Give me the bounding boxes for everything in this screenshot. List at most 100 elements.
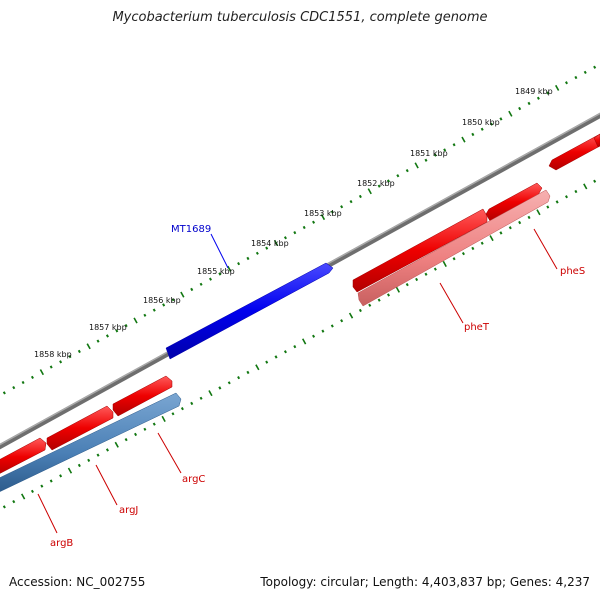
gene-label-mt1689: MT1689 (171, 224, 211, 235)
minor-tick (424, 158, 428, 162)
minor-tick (105, 448, 109, 452)
minor-tick (77, 463, 81, 468)
label-leader-phes (533, 228, 558, 270)
accession-label: Accession: NC_002755 (9, 575, 146, 589)
minor-tick (293, 345, 297, 349)
gene-label-argj: argJ (119, 505, 138, 516)
minor-tick (255, 251, 259, 255)
minor-tick (199, 396, 203, 400)
gene-phet-pale[interactable] (357, 189, 551, 307)
minor-tick (387, 293, 390, 297)
label-leader-phet (439, 282, 464, 324)
minor-tick (12, 500, 16, 504)
minor-tick (321, 329, 325, 333)
minor-tick (96, 339, 100, 343)
minor-tick (40, 484, 44, 488)
major-tick (442, 260, 447, 267)
label-leader-argc (157, 432, 182, 474)
label-leader-mt1689 (210, 233, 229, 269)
minor-tick (415, 277, 419, 282)
minor-tick (21, 380, 25, 385)
major-tick (86, 343, 91, 350)
gene-argc-red[interactable] (112, 375, 173, 417)
major-tick (555, 84, 560, 91)
tick-label: 1856 kbp (143, 296, 181, 305)
minor-tick (546, 205, 550, 209)
minor-tick (190, 287, 194, 292)
minor-tick (405, 168, 409, 173)
minor-tick (209, 277, 212, 281)
tick-label: 1857 kbp (89, 323, 127, 332)
minor-tick (499, 231, 503, 235)
minor-tick (387, 179, 390, 183)
minor-tick (536, 96, 540, 100)
tick-label: 1849 kbp (515, 87, 553, 96)
minor-tick (565, 195, 568, 199)
gene-mt1689[interactable] (165, 262, 334, 360)
minor-tick (134, 432, 138, 437)
gene-right-red-2[interactable] (593, 133, 600, 148)
gene-argb-red[interactable] (0, 437, 47, 476)
minor-tick (143, 313, 147, 317)
major-tick (255, 364, 260, 371)
genome-summary: Topology: circular; Length: 4,403,837 bp… (260, 575, 590, 589)
minor-tick (115, 329, 119, 333)
major-tick (489, 235, 494, 242)
minor-tick (143, 427, 147, 431)
gene-phet-red[interactable] (352, 208, 488, 293)
minor-tick (265, 360, 269, 364)
minor-tick (471, 132, 475, 137)
minor-tick (49, 365, 53, 369)
tick-label: 1854 kbp (251, 239, 289, 248)
minor-tick (518, 220, 522, 225)
minor-tick (330, 324, 334, 328)
minor-tick (461, 251, 465, 256)
gene-right-red[interactable] (548, 133, 600, 171)
tick-label: 1855 kbp (197, 267, 235, 276)
tick-label: 1850 kbp (462, 118, 500, 127)
major-tick (348, 312, 354, 319)
minor-tick (246, 256, 250, 261)
minor-tick (283, 236, 287, 240)
minor-tick (583, 70, 587, 75)
gene-label-phet: pheT (464, 322, 490, 333)
minor-tick (396, 174, 400, 178)
minor-tick (358, 308, 362, 313)
minor-tick (527, 101, 531, 106)
tick-label: 1853 kbp (304, 209, 342, 218)
tick-label: 1851 kbp (410, 149, 448, 158)
minor-tick (59, 360, 63, 364)
tick-label-group: 1849 kbp 1850 kbp 1851 kbp 1852 kbp 1853… (34, 87, 553, 359)
minor-tick (2, 505, 6, 509)
gene-argj-red[interactable] (46, 405, 114, 451)
minor-tick (283, 350, 287, 354)
minor-tick (377, 184, 381, 188)
major-tick (21, 493, 26, 500)
minor-tick (358, 194, 362, 199)
minor-tick (96, 453, 100, 457)
minor-tick (12, 386, 16, 390)
major-tick (395, 286, 401, 293)
label-leader-argb (37, 493, 58, 534)
minor-tick (124, 438, 128, 442)
major-tick (67, 467, 73, 474)
minor-tick (499, 117, 503, 121)
minor-tick (227, 381, 231, 385)
minor-tick (237, 376, 241, 380)
minor-tick (171, 412, 175, 416)
gene-label-argc: argC (182, 474, 205, 485)
minor-tick (218, 386, 222, 390)
minor-tick (59, 474, 63, 478)
minor-tick (180, 407, 184, 411)
minor-tick (105, 334, 109, 338)
minor-tick (274, 355, 278, 359)
minor-tick (30, 375, 34, 379)
major-tick (301, 338, 307, 345)
minor-tick (237, 262, 241, 266)
minor-tick (30, 489, 34, 493)
gene-arg-steel[interactable] (0, 392, 182, 494)
minor-tick (574, 189, 578, 194)
major-tick (414, 162, 419, 169)
